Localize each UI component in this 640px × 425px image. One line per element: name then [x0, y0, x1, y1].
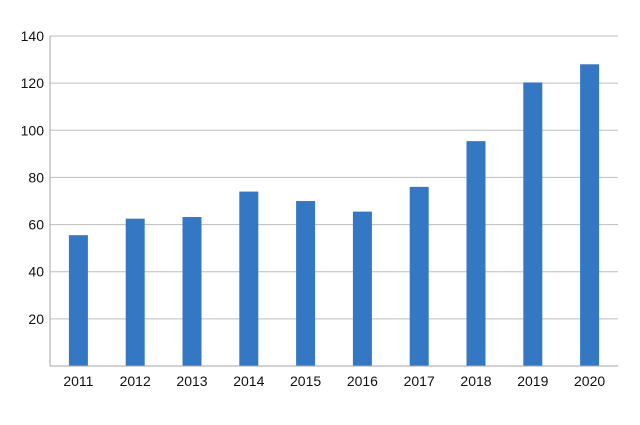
axes — [49, 36, 618, 367]
x-tick-label: 2018 — [460, 373, 491, 389]
x-tick-label: 2013 — [176, 373, 207, 389]
x-tick-label: 2012 — [120, 373, 151, 389]
x-tick-label: 2015 — [290, 373, 321, 389]
y-tick-label: 120 — [21, 75, 45, 91]
x-tick-label: 2014 — [233, 373, 264, 389]
x-tick-label: 2017 — [404, 373, 435, 389]
y-tick-label: 20 — [28, 311, 44, 327]
bar-2013 — [182, 217, 202, 366]
x-tick-label: 2011 — [63, 373, 93, 389]
bar-2017 — [409, 186, 429, 366]
bar-2011 — [68, 235, 88, 366]
x-tick-label: 2019 — [517, 373, 548, 389]
y-tick-label: 60 — [28, 217, 44, 233]
y-tick-labels: 20 40 60 80 100 120 140 — [21, 28, 45, 327]
bars — [68, 64, 600, 367]
x-tick-label: 2016 — [347, 373, 378, 389]
bar-2014 — [239, 191, 259, 366]
bar-2019 — [523, 82, 543, 366]
y-tick-label: 100 — [21, 122, 45, 138]
bar-2018 — [466, 141, 486, 366]
y-tick-label: 40 — [28, 264, 44, 280]
x-tick-label: 2020 — [574, 373, 605, 389]
bar-2015 — [296, 201, 316, 366]
x-tick-labels: 2011 2012 2013 2014 2015 2016 2017 2018 2019 2020 — [63, 373, 605, 389]
y-tick-label: 140 — [21, 28, 45, 44]
bar-2016 — [352, 211, 372, 366]
y-tick-label: 80 — [28, 169, 44, 185]
bar-2020 — [580, 64, 600, 367]
bar-2012 — [125, 218, 145, 366]
